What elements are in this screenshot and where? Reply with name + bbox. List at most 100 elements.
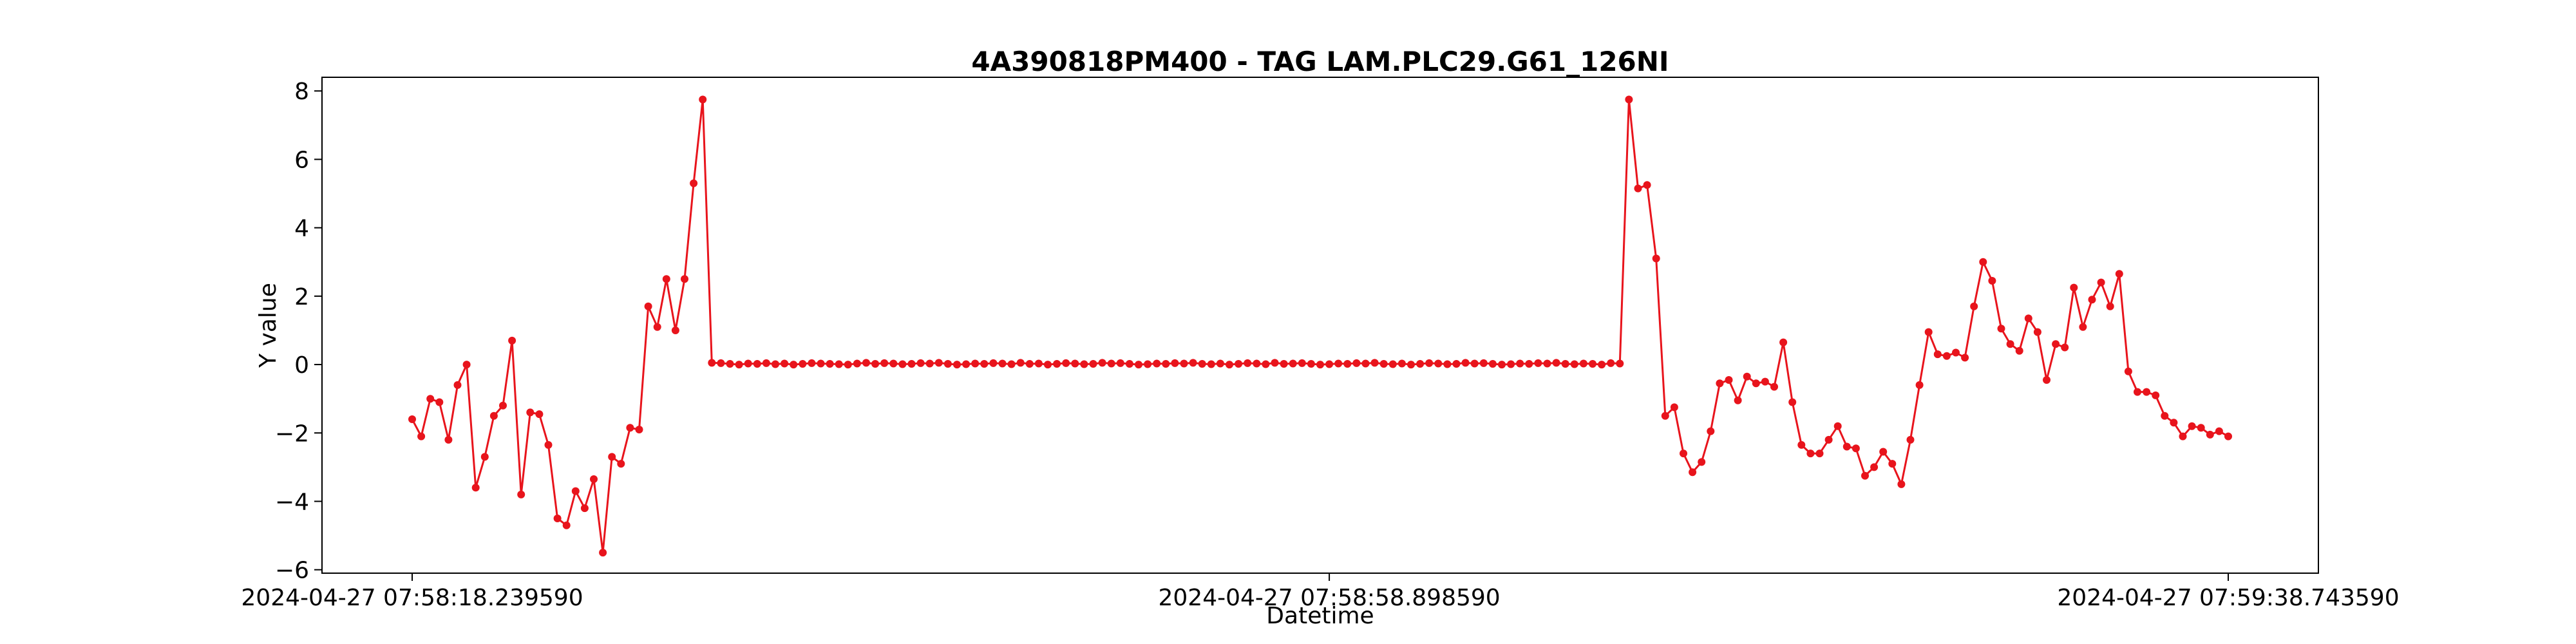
data-point [1271, 359, 1279, 367]
data-point [2124, 367, 2132, 375]
data-point [1253, 359, 1261, 368]
data-point [1180, 359, 1188, 368]
data-point [1407, 361, 1415, 369]
data-point [1970, 302, 1978, 310]
data-point [2106, 302, 2114, 310]
x-tick-label: 2024-04-27 07:58:58.898590 [1158, 585, 1500, 611]
x-tick-label: 2024-04-27 07:58:18.239590 [241, 585, 583, 611]
data-point [1080, 360, 1088, 368]
data-point [1244, 359, 1252, 367]
data-point [699, 95, 707, 104]
data-point [2006, 340, 2014, 348]
data-point [1298, 359, 1306, 367]
data-point [1543, 359, 1551, 368]
data-point [1906, 435, 1915, 444]
data-point [1689, 468, 1697, 477]
data-point [480, 453, 489, 461]
data-point [962, 360, 971, 368]
data-point [744, 359, 752, 368]
data-point [1933, 350, 1942, 359]
data-point [1952, 348, 1960, 357]
data-point [943, 360, 952, 368]
data-point [826, 360, 834, 368]
data-point [717, 359, 725, 367]
data-point [1752, 379, 1760, 388]
data-point [444, 435, 453, 444]
data-point [1680, 450, 1687, 458]
data-point [980, 360, 989, 368]
data-point [1361, 359, 1370, 368]
data-point [1434, 359, 1443, 368]
data-point [762, 359, 770, 367]
data-point [599, 549, 607, 557]
data-point [562, 521, 571, 529]
data-point [1652, 254, 1660, 263]
data-point [690, 179, 698, 187]
data-point [1734, 396, 1742, 404]
y-tick-label: 0 [294, 352, 309, 379]
data-point [781, 359, 789, 368]
data-point [971, 359, 980, 368]
data-point [1171, 359, 1179, 367]
data-point [526, 408, 535, 417]
data-point [653, 323, 661, 331]
data-point [1643, 181, 1651, 189]
data-point [1062, 359, 1070, 367]
data-point [662, 275, 670, 283]
data-point [1425, 359, 1434, 367]
data-point [2097, 278, 2105, 287]
data-point [1570, 360, 1578, 368]
data-point [1461, 359, 1470, 367]
data-point [2033, 328, 2041, 336]
data-point [2152, 391, 2160, 399]
data-point [880, 359, 889, 367]
data-point [1707, 427, 1715, 435]
x-axis: 2024-04-27 07:58:18.239590 2024-04-27 07:… [241, 573, 2400, 611]
data-point [1534, 359, 1542, 367]
data-point [1125, 360, 1133, 368]
data-point [1044, 361, 1052, 369]
data-point [2215, 427, 2223, 435]
data-point [989, 359, 998, 367]
data-point [1016, 359, 1025, 367]
data-point [1379, 360, 1388, 368]
data-point [1498, 361, 1506, 369]
data-point [1162, 360, 1170, 368]
data-point [617, 460, 625, 468]
data-point [1897, 480, 1906, 488]
data-point [1988, 277, 1996, 285]
data-point [1961, 354, 1969, 362]
data-point [1698, 458, 1706, 466]
data-point [853, 359, 861, 368]
data-point [499, 401, 507, 410]
y-tick-label: 6 [294, 147, 309, 173]
data-point [1879, 448, 1888, 456]
data-point [1797, 440, 1806, 449]
data-point [1589, 360, 1596, 368]
data-point [1025, 360, 1034, 368]
data-point [1915, 381, 1924, 389]
data-point [772, 360, 779, 368]
data-point [1071, 359, 1079, 368]
data-point [1516, 359, 1524, 368]
data-point [1607, 359, 1615, 367]
data-point [1107, 359, 1115, 368]
data-point [1525, 360, 1533, 368]
data-point [1370, 359, 1379, 367]
data-point [508, 336, 516, 345]
data-point [1997, 325, 2005, 333]
data-point [2179, 432, 2187, 440]
data-point [1352, 359, 1361, 367]
plot-area [321, 77, 2319, 574]
data-point [1034, 359, 1043, 368]
data-point [1089, 360, 1097, 368]
data-point [726, 360, 734, 368]
data-point [635, 426, 643, 433]
data-point [1788, 398, 1797, 406]
data-point [1334, 359, 1343, 368]
data-point [1561, 360, 1569, 368]
data-point [1616, 359, 1624, 368]
data-point [2079, 323, 2087, 331]
data-point [2134, 388, 2141, 396]
